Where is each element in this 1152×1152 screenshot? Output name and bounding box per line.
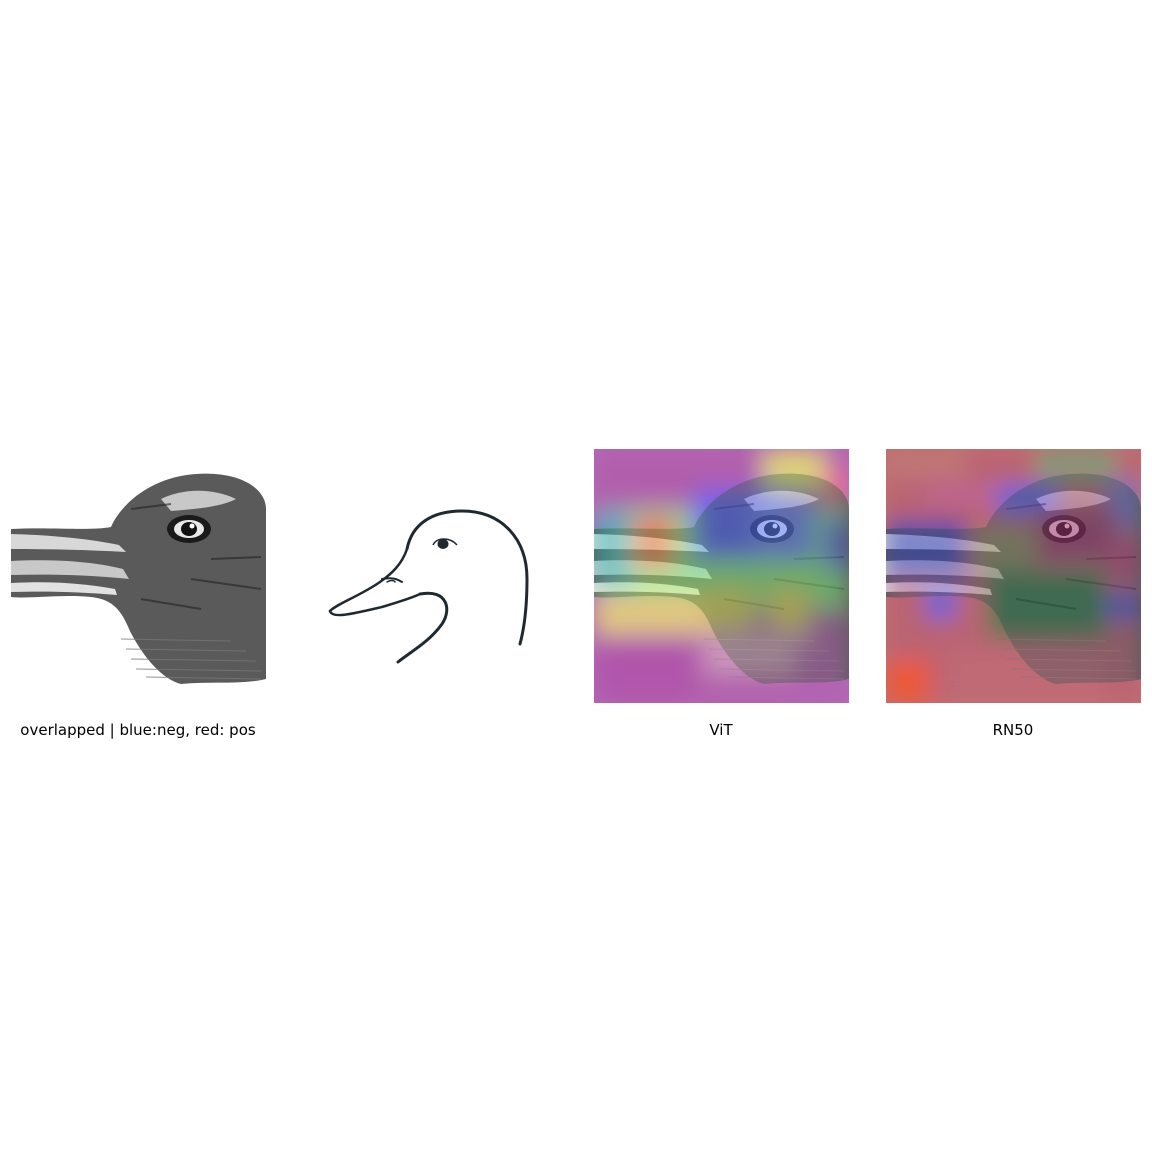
vit-heatmap — [594, 449, 849, 703]
duck-line-drawing — [302, 449, 557, 703]
rn50-heatmap — [886, 449, 1141, 703]
rabbit-duck-image — [11, 449, 266, 703]
caption-rn50: RN50 — [992, 721, 1034, 739]
caption-overlapped: overlapped | blue:neg, red: pos — [20, 721, 256, 739]
caption-vit: ViT — [709, 721, 733, 739]
